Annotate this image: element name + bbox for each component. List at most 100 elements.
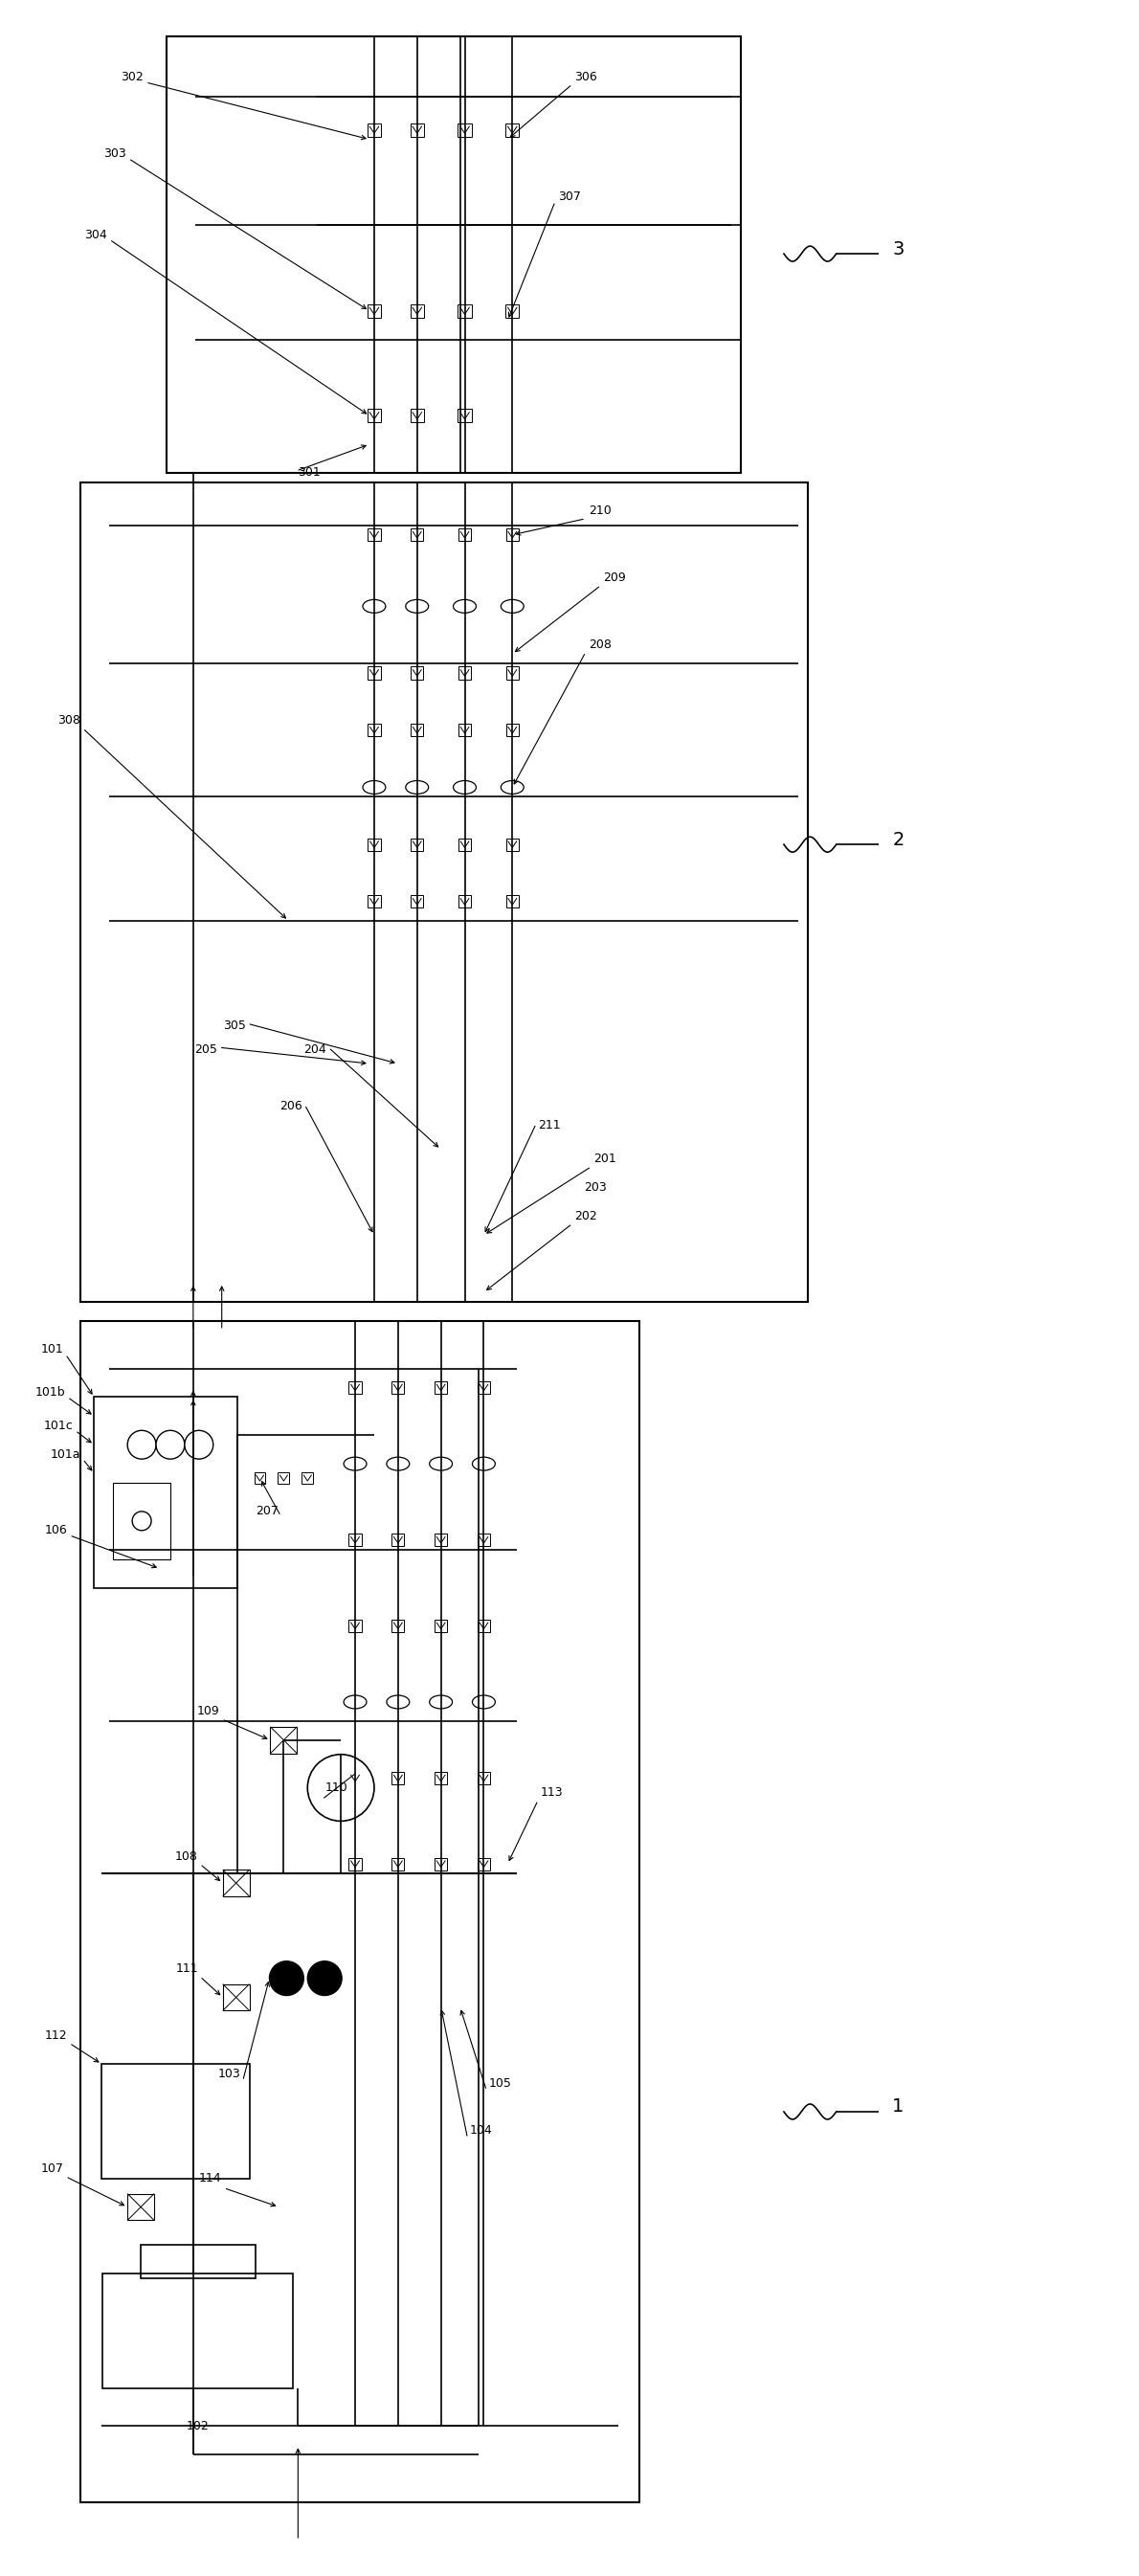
Text: 1: 1 bbox=[892, 2097, 904, 2115]
Bar bbox=[458, 724, 472, 737]
Bar bbox=[506, 724, 518, 737]
Bar bbox=[410, 304, 424, 317]
Circle shape bbox=[308, 1960, 342, 1996]
Bar bbox=[368, 837, 380, 850]
Bar bbox=[435, 1533, 448, 1546]
Bar bbox=[458, 837, 472, 850]
Text: 111: 111 bbox=[175, 1963, 198, 1976]
Bar bbox=[81, 482, 808, 1301]
Text: 303: 303 bbox=[104, 147, 126, 160]
Bar bbox=[506, 528, 518, 541]
Text: 2: 2 bbox=[892, 829, 904, 850]
Text: 105: 105 bbox=[489, 2076, 511, 2089]
Bar bbox=[506, 667, 518, 680]
Ellipse shape bbox=[386, 1458, 409, 1471]
Bar bbox=[506, 304, 519, 317]
Bar bbox=[95, 1396, 237, 1587]
Bar bbox=[349, 1857, 361, 1870]
Bar bbox=[410, 410, 424, 422]
Ellipse shape bbox=[344, 1458, 367, 1471]
Circle shape bbox=[132, 1512, 151, 1530]
Text: 201: 201 bbox=[593, 1151, 616, 1164]
Text: 108: 108 bbox=[175, 1850, 198, 1862]
Bar bbox=[477, 1533, 490, 1546]
Bar bbox=[81, 1321, 639, 2501]
Text: 114: 114 bbox=[199, 2172, 222, 2184]
Bar bbox=[368, 724, 380, 737]
Bar bbox=[411, 528, 424, 541]
Bar bbox=[166, 36, 741, 474]
Bar bbox=[410, 124, 424, 137]
Text: 207: 207 bbox=[256, 1504, 279, 1517]
Bar bbox=[101, 2063, 249, 2179]
Ellipse shape bbox=[386, 1695, 409, 1708]
Bar bbox=[477, 1620, 490, 1633]
Bar bbox=[477, 1857, 490, 1870]
Bar bbox=[368, 528, 380, 541]
Text: 101c: 101c bbox=[43, 1419, 73, 1432]
Text: 304: 304 bbox=[84, 229, 107, 242]
Bar bbox=[302, 1473, 313, 1484]
Bar bbox=[103, 2275, 293, 2388]
Text: 107: 107 bbox=[41, 2164, 64, 2174]
Text: 209: 209 bbox=[603, 572, 625, 585]
Circle shape bbox=[156, 1430, 185, 1458]
Text: 206: 206 bbox=[280, 1100, 303, 1113]
Bar bbox=[368, 896, 380, 907]
Bar bbox=[392, 1620, 404, 1633]
Ellipse shape bbox=[473, 1458, 495, 1471]
Ellipse shape bbox=[344, 1695, 367, 1708]
Bar bbox=[270, 1726, 297, 1754]
Bar bbox=[411, 667, 424, 680]
Text: 109: 109 bbox=[197, 1705, 220, 1718]
Ellipse shape bbox=[501, 600, 524, 613]
Circle shape bbox=[128, 1430, 156, 1458]
Text: 202: 202 bbox=[574, 1211, 597, 1221]
Ellipse shape bbox=[362, 781, 386, 793]
Bar bbox=[392, 1857, 404, 1870]
Bar bbox=[368, 124, 382, 137]
Ellipse shape bbox=[429, 1458, 452, 1471]
Ellipse shape bbox=[429, 1695, 452, 1708]
Bar bbox=[128, 2195, 154, 2221]
Circle shape bbox=[308, 1754, 375, 1821]
Bar bbox=[392, 1533, 404, 1546]
Text: 308: 308 bbox=[58, 714, 81, 726]
Text: 204: 204 bbox=[304, 1043, 327, 1056]
Bar bbox=[223, 1870, 249, 1896]
Ellipse shape bbox=[362, 600, 386, 613]
Bar bbox=[506, 896, 518, 907]
Bar bbox=[223, 1984, 249, 2012]
Circle shape bbox=[185, 1430, 213, 1458]
Bar bbox=[477, 1381, 490, 1394]
Text: 106: 106 bbox=[44, 1525, 67, 1538]
Bar bbox=[458, 304, 472, 317]
Text: 110: 110 bbox=[325, 1783, 347, 1793]
Bar bbox=[435, 1857, 448, 1870]
Bar bbox=[458, 896, 472, 907]
Text: 203: 203 bbox=[584, 1182, 607, 1193]
Bar bbox=[458, 528, 472, 541]
Bar bbox=[278, 1473, 289, 1484]
Bar bbox=[368, 667, 380, 680]
Bar bbox=[477, 1772, 490, 1785]
Text: 112: 112 bbox=[44, 2030, 67, 2043]
Bar bbox=[349, 1620, 361, 1633]
Text: 210: 210 bbox=[589, 505, 612, 518]
Ellipse shape bbox=[501, 781, 524, 793]
Bar bbox=[435, 1381, 448, 1394]
Text: 306: 306 bbox=[574, 72, 597, 82]
Bar bbox=[254, 1473, 265, 1484]
Bar bbox=[368, 304, 382, 317]
Bar bbox=[435, 1772, 448, 1785]
Text: 208: 208 bbox=[589, 639, 612, 652]
Bar bbox=[458, 410, 472, 422]
Ellipse shape bbox=[453, 781, 476, 793]
Bar bbox=[349, 1533, 361, 1546]
Text: 302: 302 bbox=[121, 72, 144, 82]
Ellipse shape bbox=[405, 781, 428, 793]
Text: 211: 211 bbox=[538, 1121, 560, 1131]
Bar bbox=[506, 124, 519, 137]
Bar bbox=[506, 837, 518, 850]
Text: 301: 301 bbox=[298, 466, 321, 479]
